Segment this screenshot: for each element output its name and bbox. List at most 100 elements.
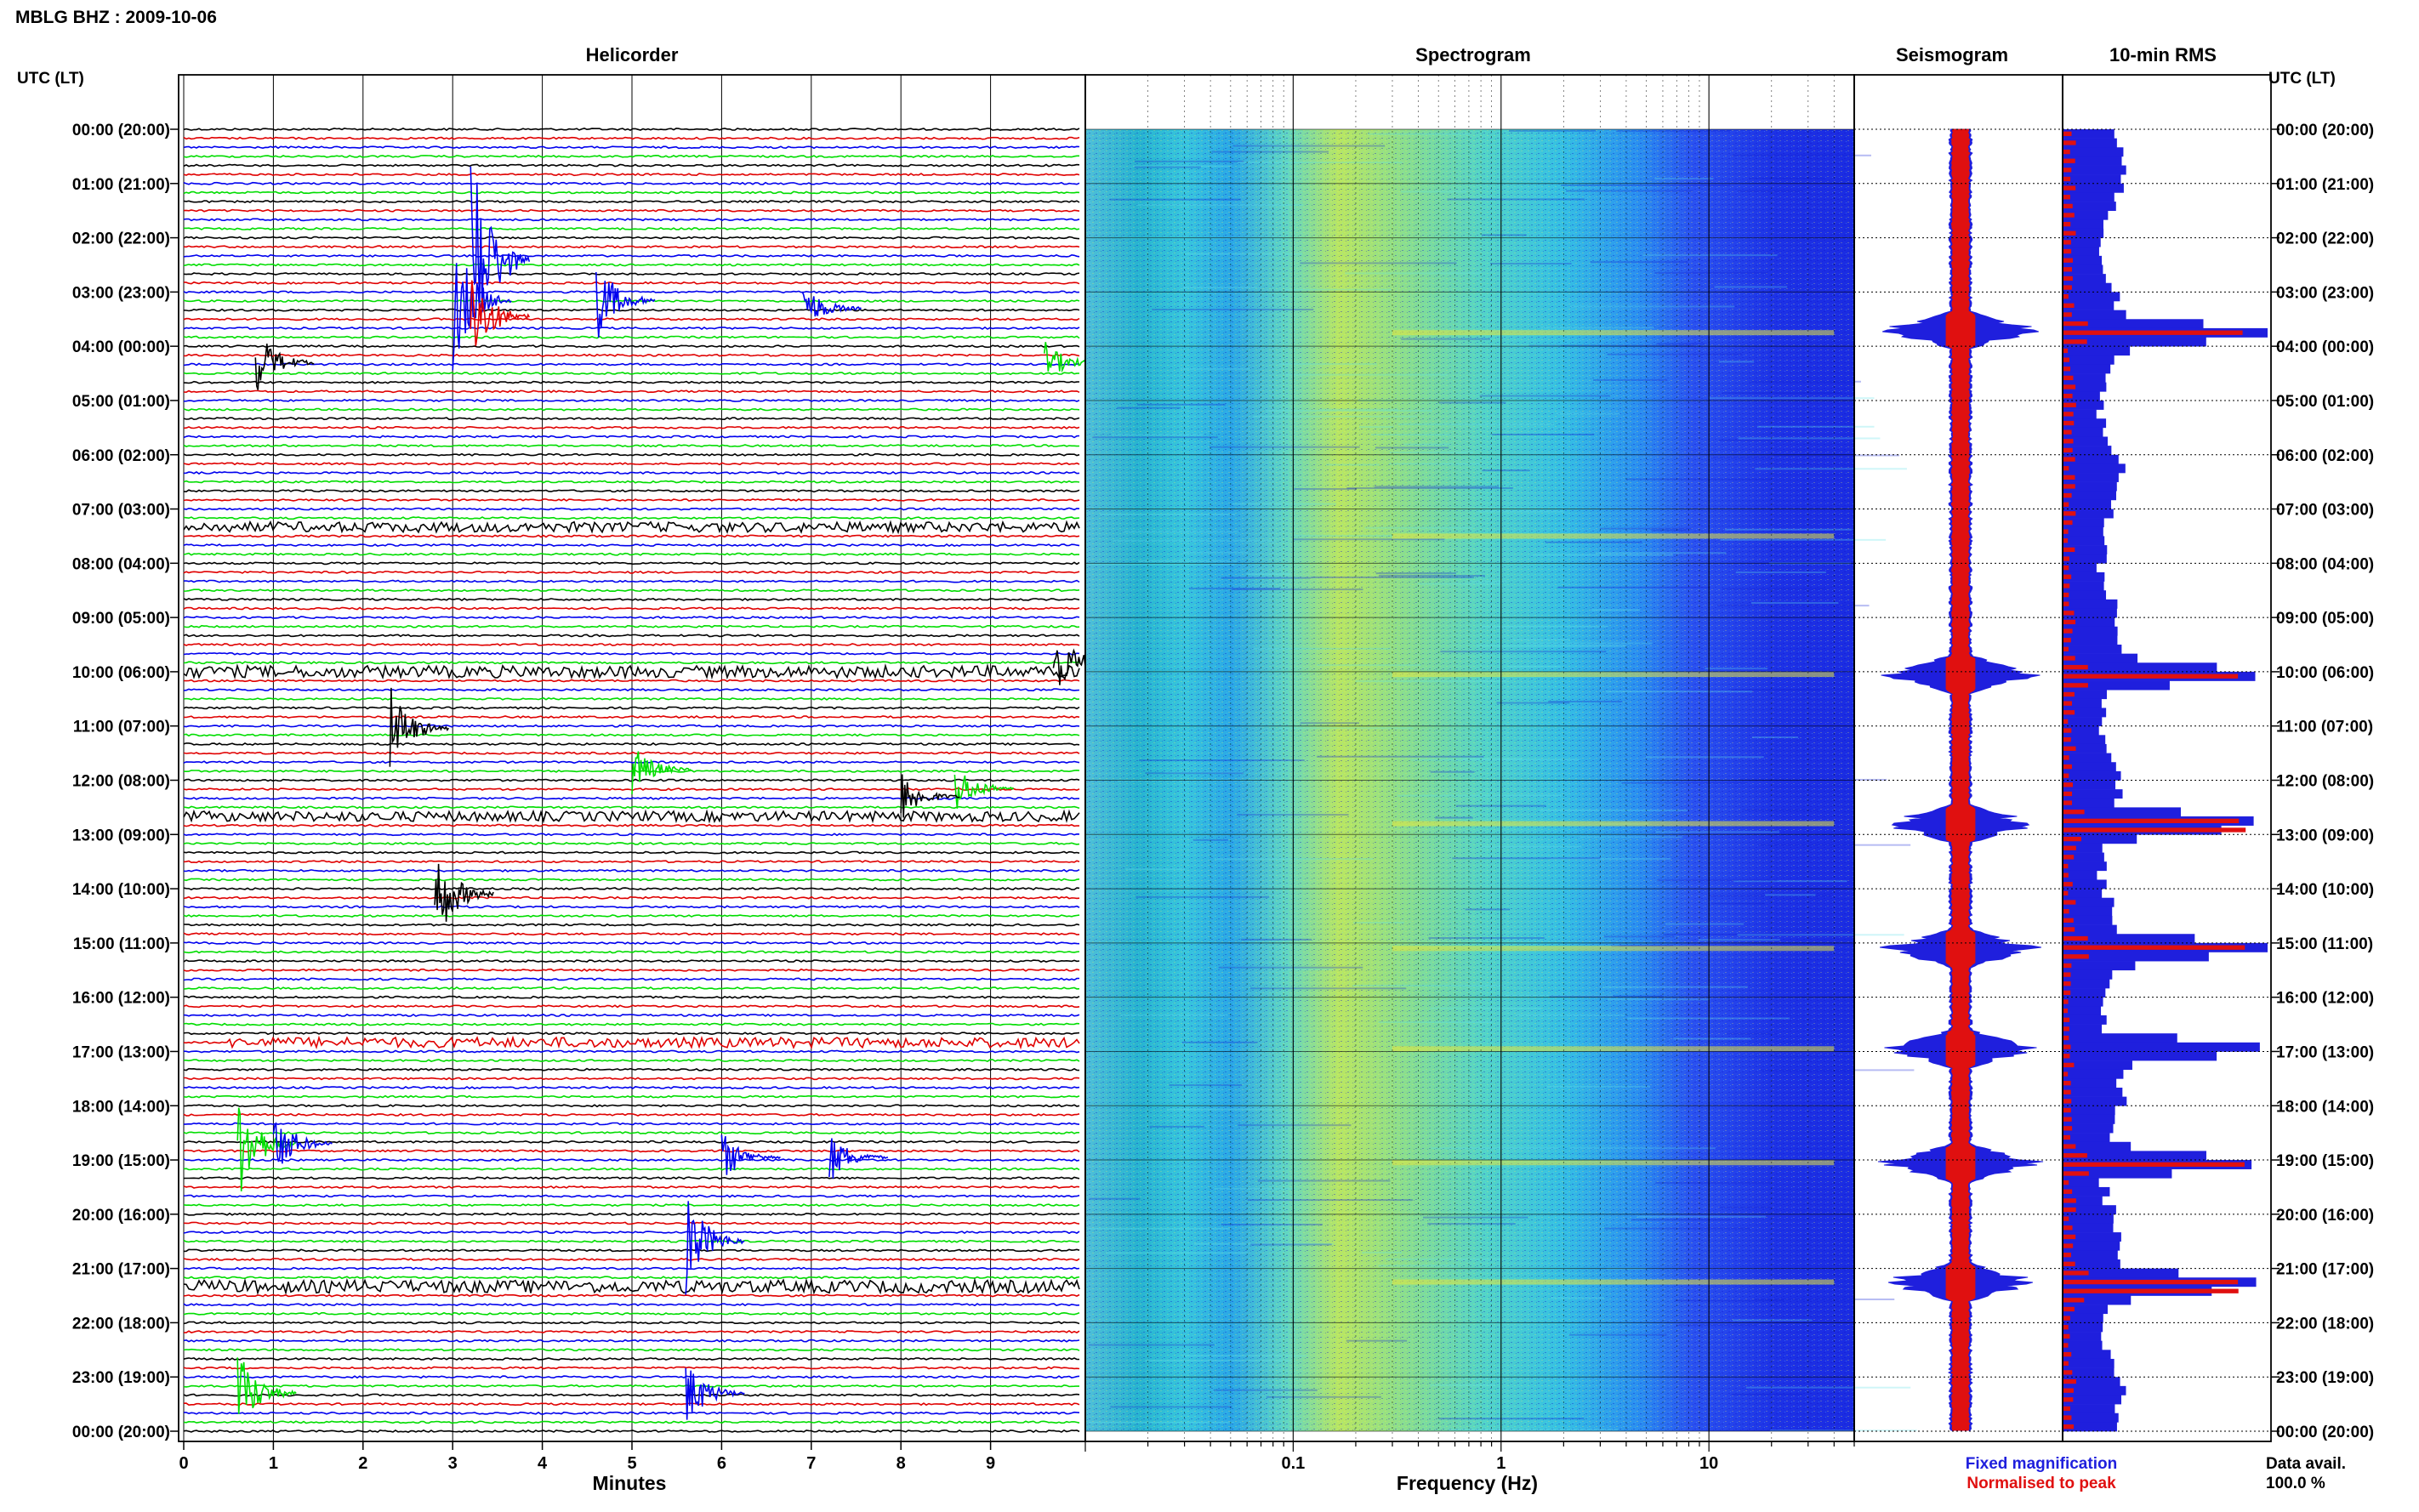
time-tick-label-right: 14:00 (10:00) — [2276, 881, 2374, 899]
rms-normalised-bar — [2063, 638, 2071, 643]
rms-fixed-bar — [2063, 463, 2126, 474]
rms-fixed-bar — [2063, 1205, 2116, 1215]
helicorder-trace-line — [183, 1022, 1080, 1026]
rms-normalised-bar — [2063, 1415, 2072, 1420]
rms-fixed-bar — [2063, 355, 2114, 365]
rms-normalised-bar — [2063, 1397, 2074, 1402]
rms-normalised-bar — [2063, 674, 2239, 679]
time-tick-label-left: 00:00 (20:00) — [72, 1424, 170, 1441]
spectrogram-streak — [1346, 1339, 1408, 1342]
spectrogram-streak — [1106, 1252, 1248, 1254]
rms-normalised-bar — [2063, 330, 2243, 335]
spectrogram-streak — [1591, 609, 1641, 611]
rms-normalised-bar — [2063, 1298, 2085, 1303]
rms-normalised-bar — [2063, 285, 2072, 290]
spectrogram-streak — [1183, 253, 1302, 255]
helicorder-panel — [183, 75, 1113, 1441]
spectrogram-streak — [1285, 373, 1449, 376]
time-tick-label-right: 02:00 (22:00) — [2276, 230, 2374, 248]
spectrogram-streak — [1250, 1243, 1332, 1246]
rms-normalised-bar — [2063, 248, 2072, 254]
helicorder-trace-line — [183, 1393, 1080, 1397]
helicorder-trace-line — [183, 895, 1080, 900]
spectrogram-streak — [1508, 129, 1597, 132]
spectrogram-streak — [1389, 452, 1474, 454]
helicorder-trace-line — [183, 1339, 1080, 1343]
rms-fixed-bar — [2063, 852, 2104, 862]
rms-normalised-bar — [2063, 1189, 2073, 1194]
helicorder-trace-line — [183, 878, 1080, 882]
rms-fixed-bar — [2063, 1223, 2114, 1233]
rms-fixed-bar — [2063, 590, 2107, 600]
spectrogram-streak — [1087, 1228, 1232, 1231]
rms-normalised-bar — [2063, 492, 2072, 498]
rms-normalised-bar — [2063, 845, 2076, 850]
spectrogram-streak — [1765, 894, 1816, 896]
helicorder-x-tick-label: 6 — [717, 1454, 726, 1473]
rms-fixed-bar — [2063, 1024, 2103, 1034]
time-tick-label-right: 08:00 (04:00) — [2276, 555, 2374, 573]
helicorder-trace-line — [183, 706, 1080, 710]
helicorder-event-waveform — [470, 280, 531, 346]
spectrogram-streak — [1645, 756, 1764, 759]
rms-fixed-bar — [2063, 743, 2107, 753]
rms-fixed-bar — [2063, 210, 2109, 220]
rms-fixed-bar — [2063, 1051, 2217, 1061]
helicorder-trace-line — [183, 218, 1080, 222]
helicorder-x-tick-label: 7 — [806, 1454, 816, 1473]
spectrogram-streak — [1742, 809, 1819, 811]
helicorder-trace-line — [183, 1049, 1080, 1054]
spectrogram-event-band — [1392, 533, 1835, 539]
rms-normalised-bar — [2063, 890, 2069, 896]
rms-normalised-bar — [2063, 927, 2075, 932]
spectrogram-streak — [1496, 702, 1570, 704]
rms-normalised-bar — [2063, 1107, 2071, 1113]
spectrogram-streak — [1238, 1124, 1352, 1127]
spectrogram-streak — [1477, 510, 1565, 513]
rms-fixed-bar — [2063, 897, 2114, 907]
spectrogram-streak — [1210, 446, 1360, 448]
helicorder-trace-line — [183, 1402, 1080, 1407]
time-tick-label-right: 13:00 (09:00) — [2276, 827, 2374, 844]
time-tick-label-right: 22:00 (18:00) — [2276, 1315, 2374, 1333]
time-tick-label-left: 22:00 (18:00) — [72, 1315, 170, 1333]
time-tick-label-right: 11:00 (07:00) — [2276, 719, 2373, 736]
rms-fixed-bar — [2063, 364, 2111, 374]
spectrogram-streak — [1180, 367, 1250, 370]
spectrogram-streak — [1757, 844, 1911, 846]
spectrogram-streak — [1430, 770, 1475, 773]
time-tick-label-right: 05:00 (01:00) — [2276, 393, 2374, 411]
time-tick-label-left: 14:00 (10:00) — [72, 881, 170, 899]
rms-fixed-bar — [2063, 473, 2119, 482]
helicorder-trace-line — [183, 1131, 1079, 1135]
spectrogram-streak — [1375, 572, 1456, 575]
spectrogram-streak — [1181, 1041, 1258, 1043]
helicorder-trace-line — [183, 1112, 1080, 1117]
spectrogram-streak — [1221, 1223, 1323, 1225]
spectrogram-streak — [1547, 1085, 1650, 1088]
rms-normalised-bar — [2063, 1253, 2071, 1258]
spectrogram-streak — [1397, 794, 1562, 797]
spectrogram-streak — [1099, 514, 1236, 516]
spectrogram-streak — [1246, 573, 1292, 576]
helicorder-trace-line — [183, 1104, 1080, 1108]
rms-fixed-bar — [2063, 427, 2103, 437]
helicorder-trace-line — [183, 181, 1080, 185]
spectrogram-streak — [1241, 938, 1312, 941]
rms-fixed-bar — [2063, 789, 2123, 799]
time-tick-label-right: 19:00 (15:00) — [2276, 1152, 2374, 1170]
rms-normalised-bar — [2063, 176, 2071, 182]
helicorder-trace-line — [183, 769, 1080, 773]
spectrogram-streak — [1720, 538, 1887, 541]
spectrogram-streak — [1266, 1395, 1381, 1398]
rms-fixed-bar — [2063, 1241, 2120, 1251]
helicorder-trace-line — [183, 715, 1080, 719]
spectrogram-streak — [1655, 1181, 1730, 1184]
spectrogram-streak — [1182, 551, 1248, 554]
spectrogram-streak — [1735, 571, 1826, 574]
rms-fixed-bar — [2063, 725, 2099, 736]
rms-normalised-bar — [2063, 1099, 2072, 1104]
helicorder-trace-line — [183, 1203, 1080, 1208]
rms-normalised-bar — [2063, 863, 2069, 869]
